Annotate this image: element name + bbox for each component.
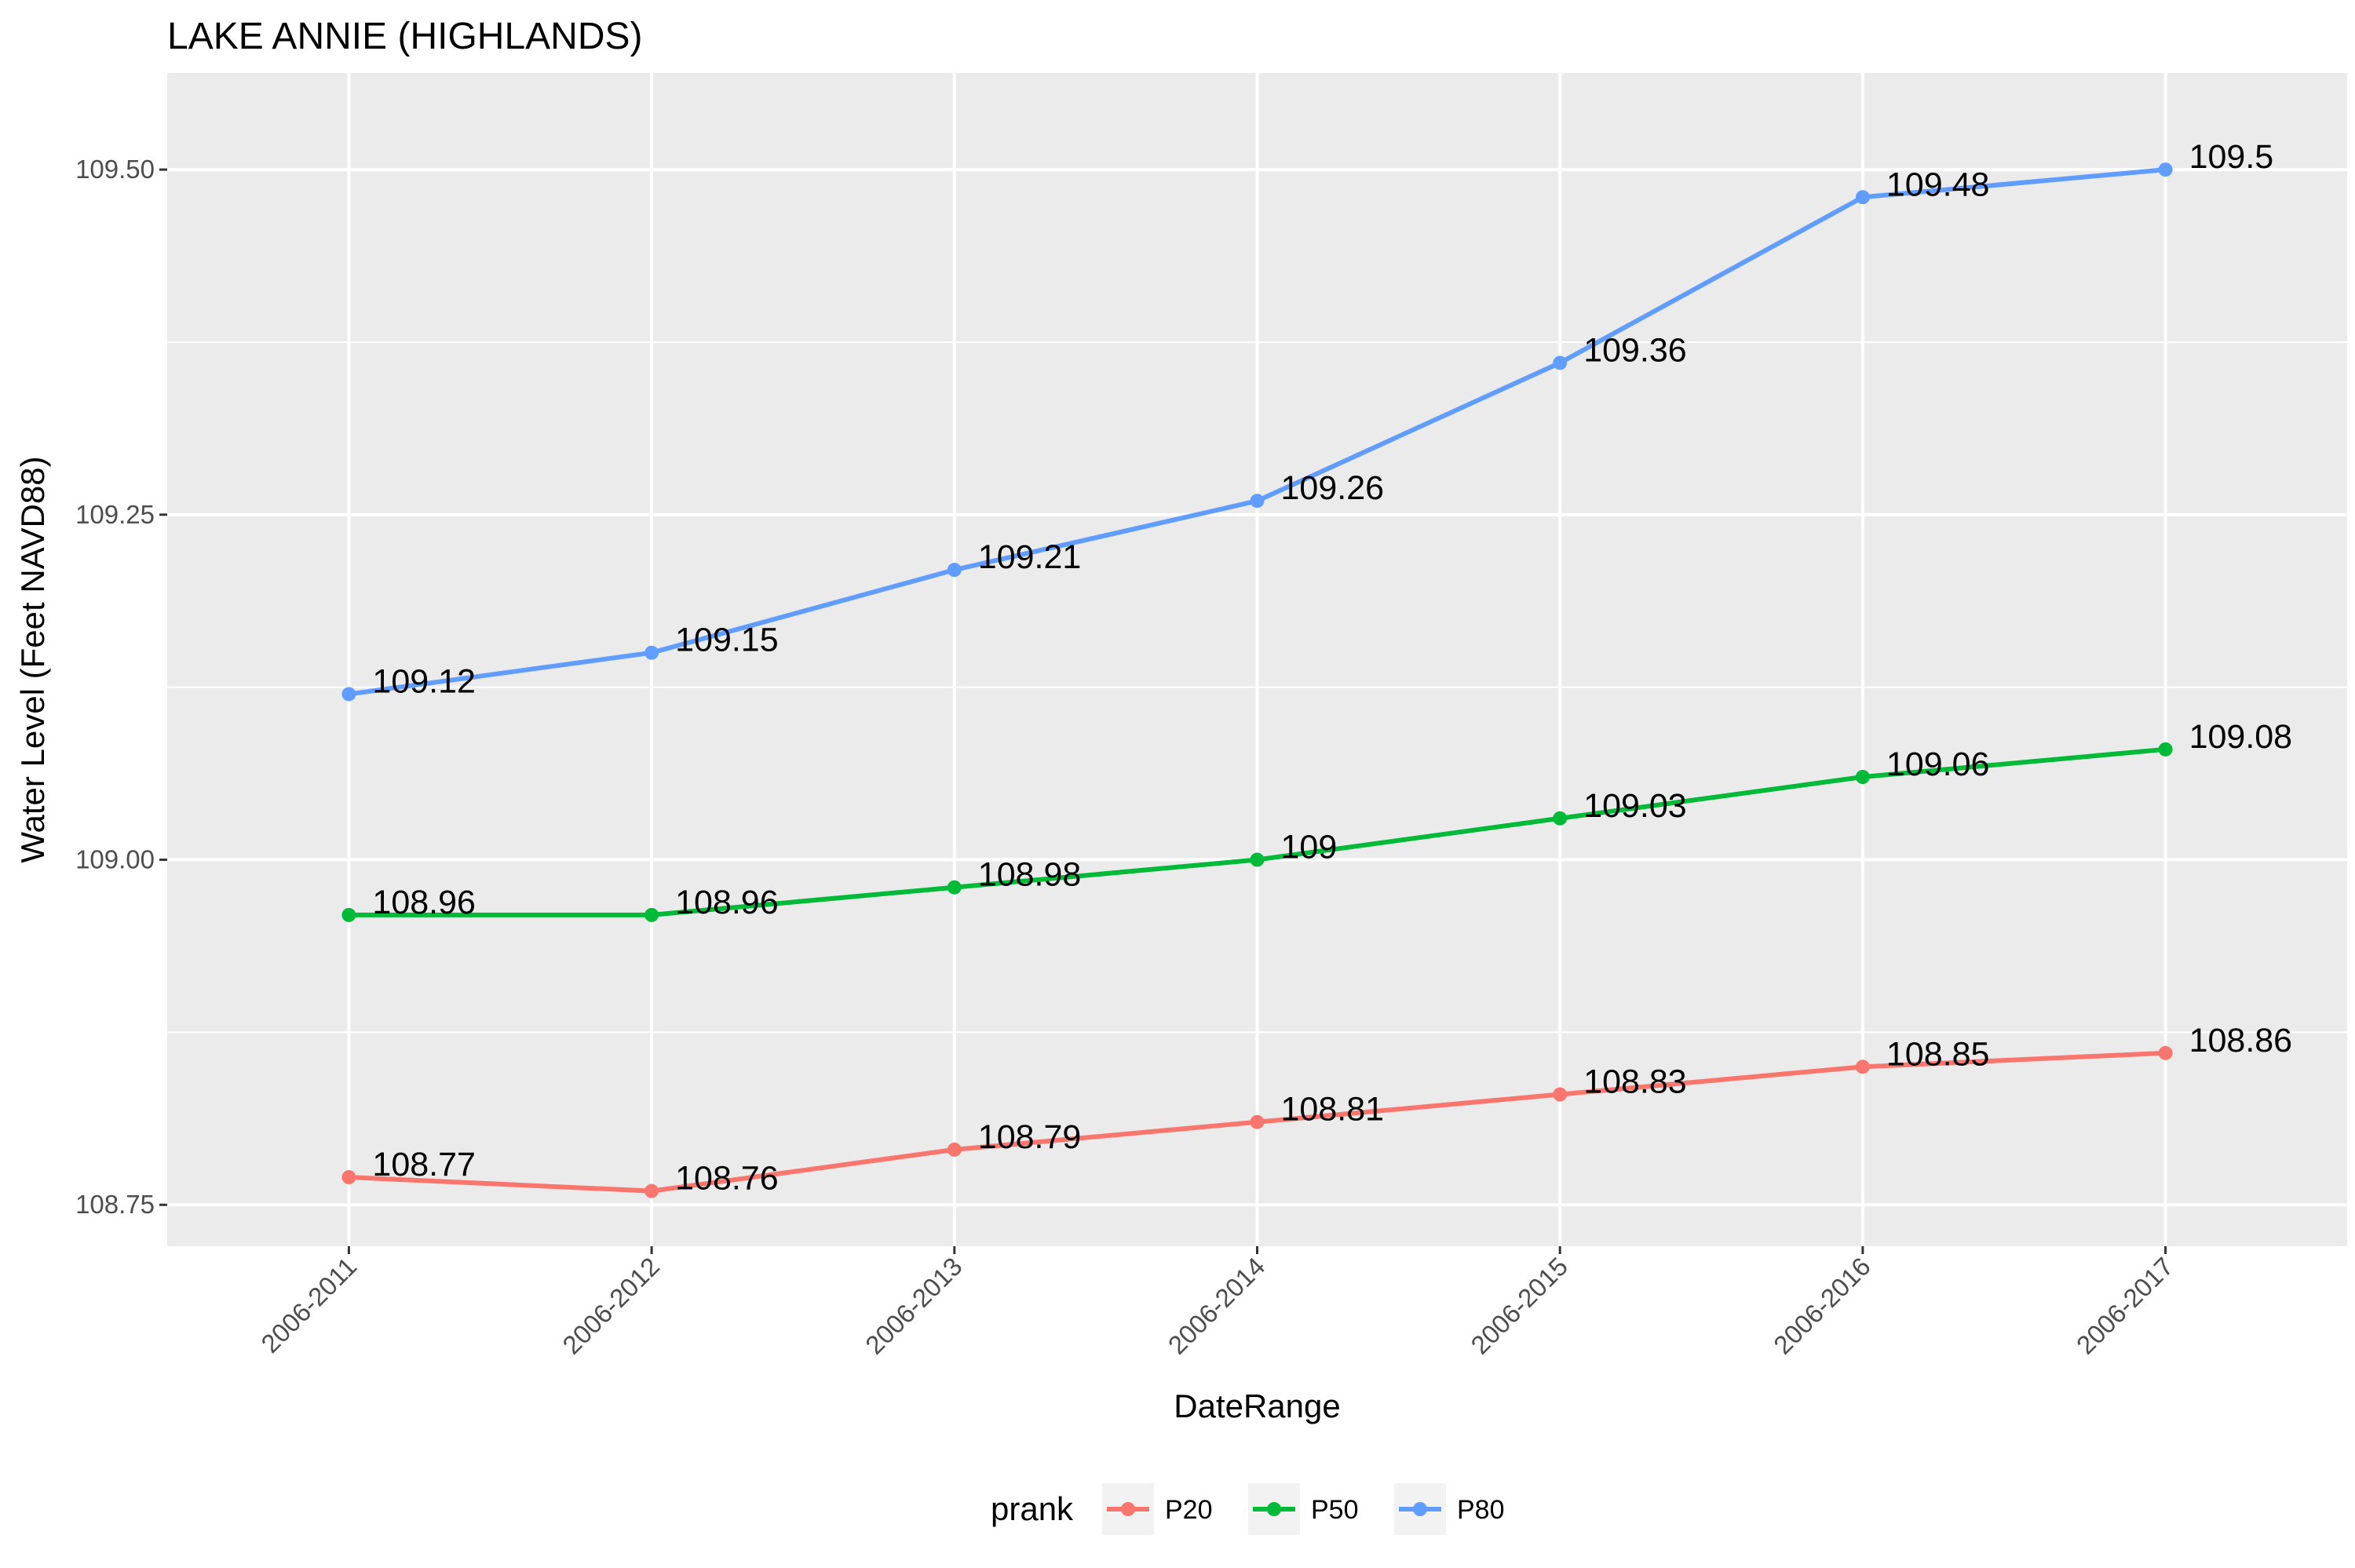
y-tick-label: 108.75: [75, 1190, 155, 1219]
data-point: [1855, 1059, 1870, 1074]
y-axis-title: Water Level (Feet NAVD88): [14, 456, 51, 862]
data-point: [947, 563, 962, 578]
legend-item-p20: P20: [1102, 1483, 1213, 1535]
y-tick-label: 109.25: [75, 500, 155, 529]
data-label: 108.96: [372, 884, 476, 921]
data-label: 109: [1281, 829, 1338, 866]
data-label: 108.83: [1583, 1063, 1687, 1101]
data-label: 108.86: [2189, 1022, 2293, 1059]
data-point: [1553, 356, 1568, 370]
data-point: [1250, 494, 1265, 509]
data-label: 108.96: [675, 884, 779, 921]
data-label-layer: 108.77 108.76 108.79 108.81 108.83 108.85 108.…: [372, 138, 2292, 1198]
data-point: [1250, 852, 1265, 867]
legend: prank P20 P50 P80: [991, 1483, 1505, 1535]
data-label: 109.5: [2189, 138, 2274, 176]
series-p20: [341, 1045, 2173, 1198]
data-point: [644, 1183, 659, 1198]
series-p80: [341, 162, 2173, 702]
data-point: [2158, 1045, 2173, 1060]
axis-ticks: [159, 168, 2167, 1254]
data-label: 108.79: [978, 1118, 1082, 1156]
series-p50: [341, 742, 2173, 922]
data-label: 108.81: [1281, 1091, 1385, 1129]
data-point: [644, 645, 659, 660]
y-tick-labels: 108.75 109.00 109.25 109.50: [75, 155, 155, 1219]
legend-key-point: [1121, 1502, 1135, 1516]
data-label: 109.26: [1281, 469, 1385, 507]
data-label: 108.98: [978, 856, 1082, 894]
data-point: [341, 907, 356, 922]
legend-label: P50: [1311, 1495, 1359, 1525]
data-point: [947, 1142, 962, 1157]
legend-item-p80: P80: [1394, 1483, 1505, 1535]
data-label: 109.48: [1886, 166, 1990, 203]
data-point: [947, 880, 962, 895]
data-point: [1855, 770, 1870, 784]
data-label: 109.15: [675, 622, 779, 659]
data-label: 109.12: [372, 662, 476, 700]
x-axis-title: DateRange: [1174, 1387, 1340, 1424]
data-label: 109.06: [1886, 746, 1990, 783]
data-point: [341, 687, 356, 702]
legend-label: P80: [1457, 1495, 1505, 1525]
data-point: [341, 1170, 356, 1185]
data-label: 109.21: [978, 538, 1082, 576]
data-point: [1855, 190, 1870, 205]
data-point: [2158, 742, 2173, 757]
legend-item-p50: P50: [1248, 1483, 1359, 1535]
data-label: 109.08: [2189, 718, 2293, 756]
data-point: [1553, 811, 1568, 826]
data-label: 108.85: [1886, 1035, 1990, 1073]
chart-title: LAKE ANNIE (HIGHLANDS): [167, 16, 642, 57]
data-label: 109.03: [1583, 787, 1687, 825]
data-point: [1553, 1087, 1568, 1102]
data-label: 109.36: [1583, 331, 1687, 369]
series-layer: [341, 162, 2173, 1198]
data-label: 108.76: [675, 1160, 779, 1198]
legend-key-point: [1413, 1502, 1427, 1516]
data-label: 108.77: [372, 1146, 476, 1183]
legend-label: P20: [1165, 1495, 1213, 1525]
legend-key-point: [1267, 1502, 1281, 1516]
data-point: [1250, 1114, 1265, 1129]
y-tick-label: 109.00: [75, 845, 155, 874]
y-tick-label: 109.50: [75, 155, 155, 184]
data-point: [644, 907, 659, 922]
data-point: [2158, 162, 2173, 177]
major-gridlines: [167, 73, 2347, 1246]
legend-title: prank: [991, 1490, 1074, 1527]
